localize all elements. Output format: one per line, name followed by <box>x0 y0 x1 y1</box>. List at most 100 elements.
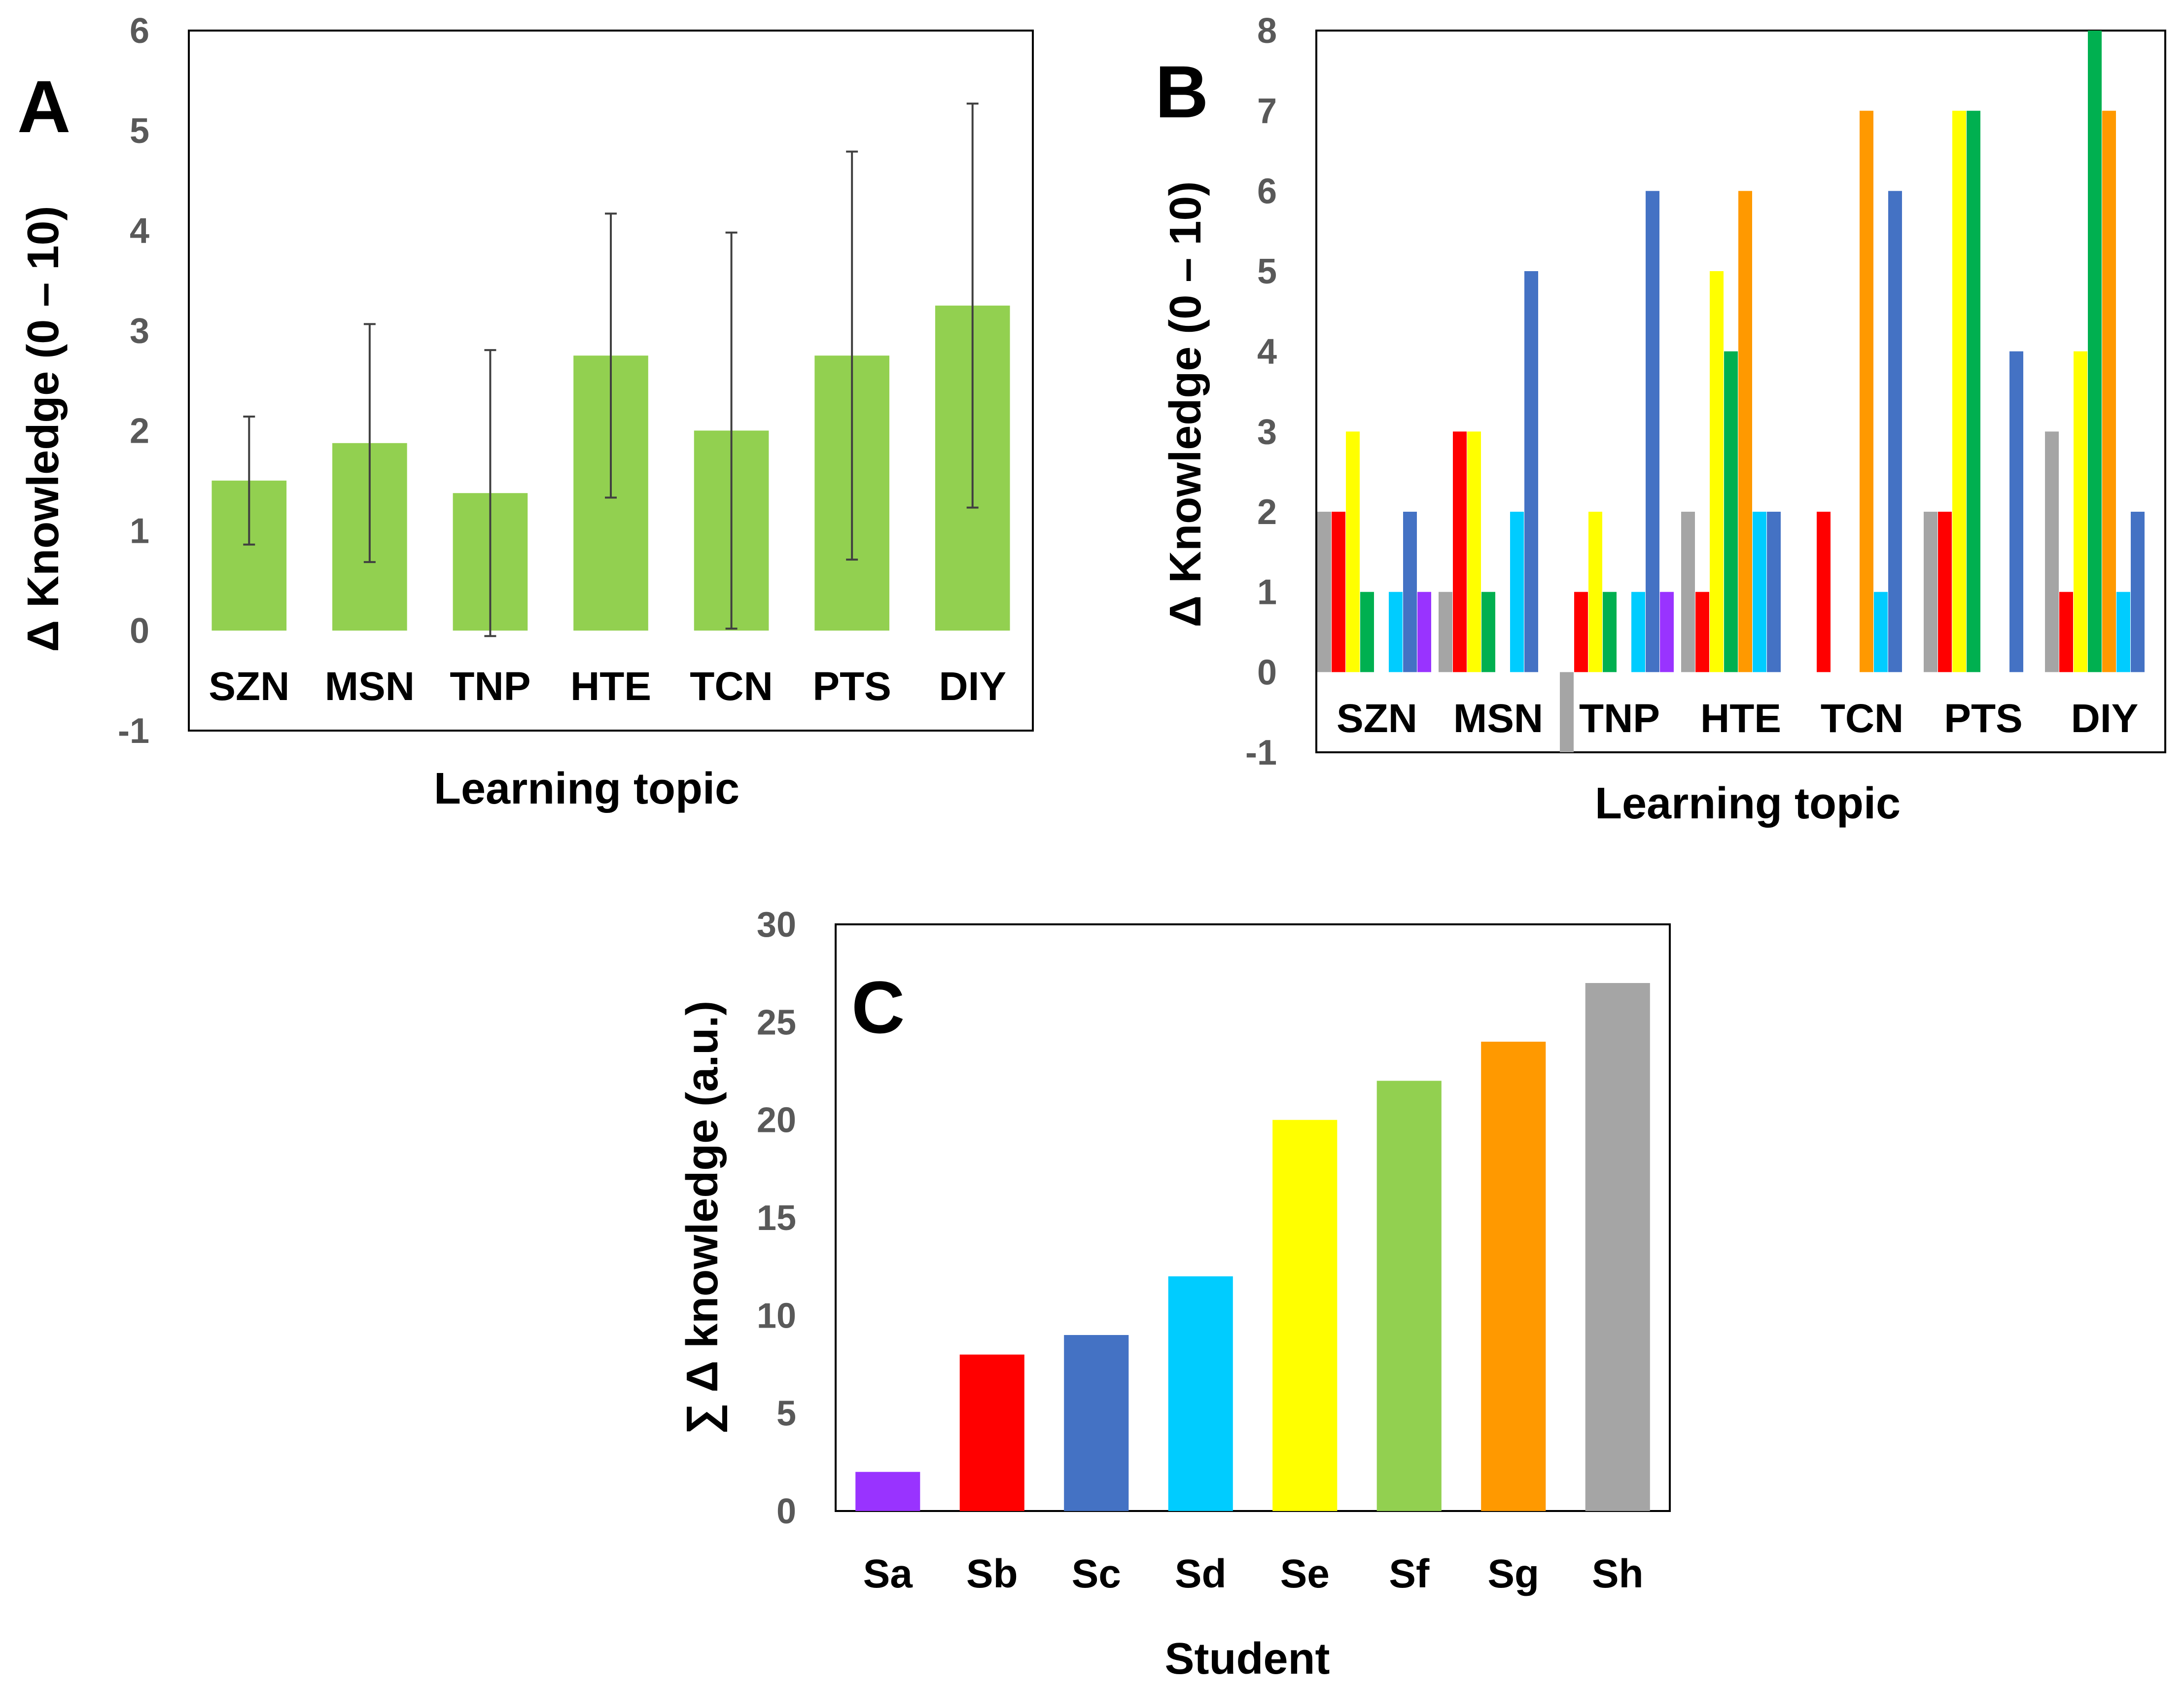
x-category-label: Sc <box>1072 1551 1121 1596</box>
y-tick-label: 30 <box>757 905 796 945</box>
y-axis-title: ∑ Δ knowledge (a.u.) <box>678 1001 727 1435</box>
y-tick-label: 4 <box>130 211 149 251</box>
y-tick-label: 0 <box>776 1492 796 1531</box>
bar-tcn-s7 <box>1888 191 1902 672</box>
y-tick-label: 6 <box>1257 172 1277 211</box>
y-tick-label: 15 <box>757 1198 796 1238</box>
bar-tcn-s6 <box>1874 592 1888 672</box>
bar-tnp-s8 <box>1660 592 1674 672</box>
x-category-label: HTE <box>1700 696 1781 741</box>
y-tick-label: 2 <box>130 411 149 451</box>
x-category-label: MSN <box>1453 696 1543 741</box>
x-category-label: HTE <box>570 664 651 709</box>
bar-sf <box>1376 1081 1442 1511</box>
bar-msn-s7 <box>1524 271 1538 672</box>
panel-letter: C <box>851 966 905 1049</box>
bar-pts-s1 <box>1924 512 1937 672</box>
y-tick-label: 5 <box>130 111 149 151</box>
bar-szn-s6 <box>1389 592 1403 672</box>
bar-hte-s4 <box>1724 351 1738 672</box>
y-tick-label: 20 <box>757 1101 796 1140</box>
bar-szn-s8 <box>1417 592 1431 672</box>
y-tick-label: -1 <box>118 711 149 751</box>
y-tick-label: 1 <box>130 511 149 551</box>
x-category-label: TNP <box>1579 696 1660 741</box>
bar-hte-s5 <box>1738 191 1752 672</box>
bar-msn-s1 <box>1439 592 1452 672</box>
panel-c: 0 5 10 15 20 25 30 Sa Sb Sc Sd Se Sf Sg Sh Student ∑ Δ k… <box>678 905 1671 1684</box>
bar-diy-s5 <box>2102 110 2116 672</box>
bar-sd <box>1168 1276 1233 1511</box>
y-tick-label: 3 <box>1257 412 1277 452</box>
x-category-label: PTS <box>1944 696 2022 741</box>
y-tick-label: 25 <box>757 1003 796 1042</box>
bar-diy-s4 <box>2088 31 2102 672</box>
y-axis-title: Δ Knowledge (0 – 10) <box>19 206 68 652</box>
x-axis-title: Learning topic <box>1595 779 1901 828</box>
plot-frame <box>835 923 1671 1512</box>
panel-a: -1 0 1 2 3 4 5 6 SZN MSN TNP HTE TCN PTS DIY Learning t… <box>17 11 1034 813</box>
plot-frame <box>1315 30 2166 753</box>
x-category-label: SZN <box>1337 696 1417 741</box>
y-axis-title: Δ Knowledge (0 – 10) <box>1161 181 1210 628</box>
bar-pts-s3 <box>1952 110 1966 672</box>
x-category-label: Sf <box>1389 1551 1430 1596</box>
bar-sc <box>1064 1335 1129 1511</box>
bar-msn-s4 <box>1481 592 1495 672</box>
bar-tcn-s2 <box>1817 512 1831 672</box>
x-category-label: MSN <box>325 664 415 709</box>
panel-b: -1 0 1 2 3 4 5 6 7 8 SZN MSN TNP HTE TCN PTS DIY Learning… <box>1155 11 2166 828</box>
bar-szn-s1 <box>1317 512 1331 672</box>
y-tick-label: 5 <box>1257 252 1277 291</box>
plot-frame <box>188 30 1034 732</box>
x-category-label: PTS <box>812 664 891 709</box>
x-category-label: TCN <box>1821 696 1904 741</box>
x-category-label: TCN <box>690 664 773 709</box>
bar-pts-s2 <box>1938 512 1952 672</box>
bar-szn-s4 <box>1360 592 1374 672</box>
x-category-label: Se <box>1280 1551 1330 1596</box>
bar-sa <box>855 1472 920 1511</box>
y-tick-label: 2 <box>1257 492 1277 532</box>
y-tick-label: 4 <box>1257 332 1277 372</box>
y-tick-label: 6 <box>130 11 149 51</box>
bar-se <box>1272 1120 1338 1511</box>
panel-letter: B <box>1155 50 1208 133</box>
y-tick-label: 7 <box>1257 92 1277 131</box>
y-tick-label: 8 <box>1257 11 1277 51</box>
bar-sb <box>959 1354 1024 1511</box>
x-category-label: Sh <box>1592 1551 1644 1596</box>
bar-diy-s2 <box>2059 592 2073 672</box>
bar-msn-s2 <box>1453 431 1467 672</box>
bar-tnp-s4 <box>1603 592 1617 672</box>
y-tick-label: -1 <box>1245 733 1277 773</box>
bar-diy-s7 <box>2131 512 2145 672</box>
bar-hte-s1 <box>1681 512 1695 672</box>
x-category-label: Sg <box>1487 1551 1539 1596</box>
y-tick-label: 0 <box>1257 653 1277 692</box>
y-tick-label: 10 <box>757 1296 796 1336</box>
bar-hte-s3 <box>1710 271 1724 672</box>
x-category-label: Sb <box>966 1551 1018 1596</box>
x-category-label: DIY <box>2071 696 2139 741</box>
x-axis-title: Learning topic <box>434 764 740 813</box>
x-category-label: TNP <box>450 664 530 709</box>
bar-msn-s3 <box>1467 431 1481 672</box>
bar-diy-s1 <box>2045 431 2059 672</box>
bar-diy-s3 <box>2074 351 2087 672</box>
y-tick-label: 1 <box>1257 573 1277 612</box>
x-axis-title: Student <box>1165 1634 1330 1684</box>
y-tick-label: 3 <box>130 312 149 351</box>
y-tick-label: 0 <box>130 611 149 651</box>
bar-hte-s2 <box>1695 592 1709 672</box>
bar-hte-s6 <box>1753 512 1766 672</box>
bar-tnp-s2 <box>1574 592 1588 672</box>
bar-tnp-s1 <box>1560 672 1574 752</box>
bar-pts-s4 <box>1967 110 1980 672</box>
bar-hte-s7 <box>1767 512 1781 672</box>
bar-tcn-s5 <box>1860 110 1873 672</box>
x-category-label: Sd <box>1175 1551 1227 1596</box>
bar-sg <box>1481 1042 1546 1511</box>
bar-pts-s7 <box>2009 351 2023 672</box>
